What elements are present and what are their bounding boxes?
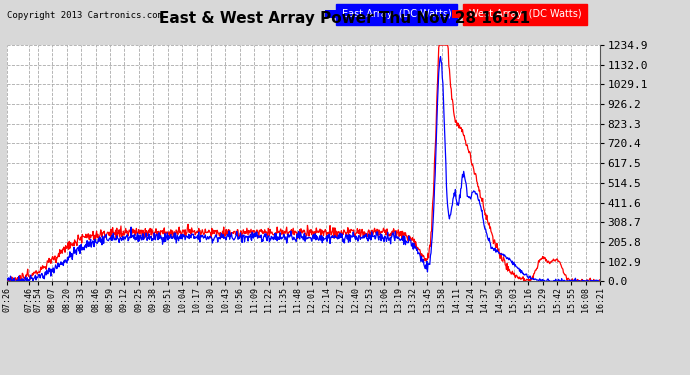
Text: Copyright 2013 Cartronics.com: Copyright 2013 Cartronics.com	[7, 11, 163, 20]
Text: East & West Array Power Thu Nov 28 16:21: East & West Array Power Thu Nov 28 16:21	[159, 11, 531, 26]
Legend: East Array  (DC Watts), West Array  (DC Watts): East Array (DC Watts), West Array (DC Wa…	[324, 8, 584, 21]
